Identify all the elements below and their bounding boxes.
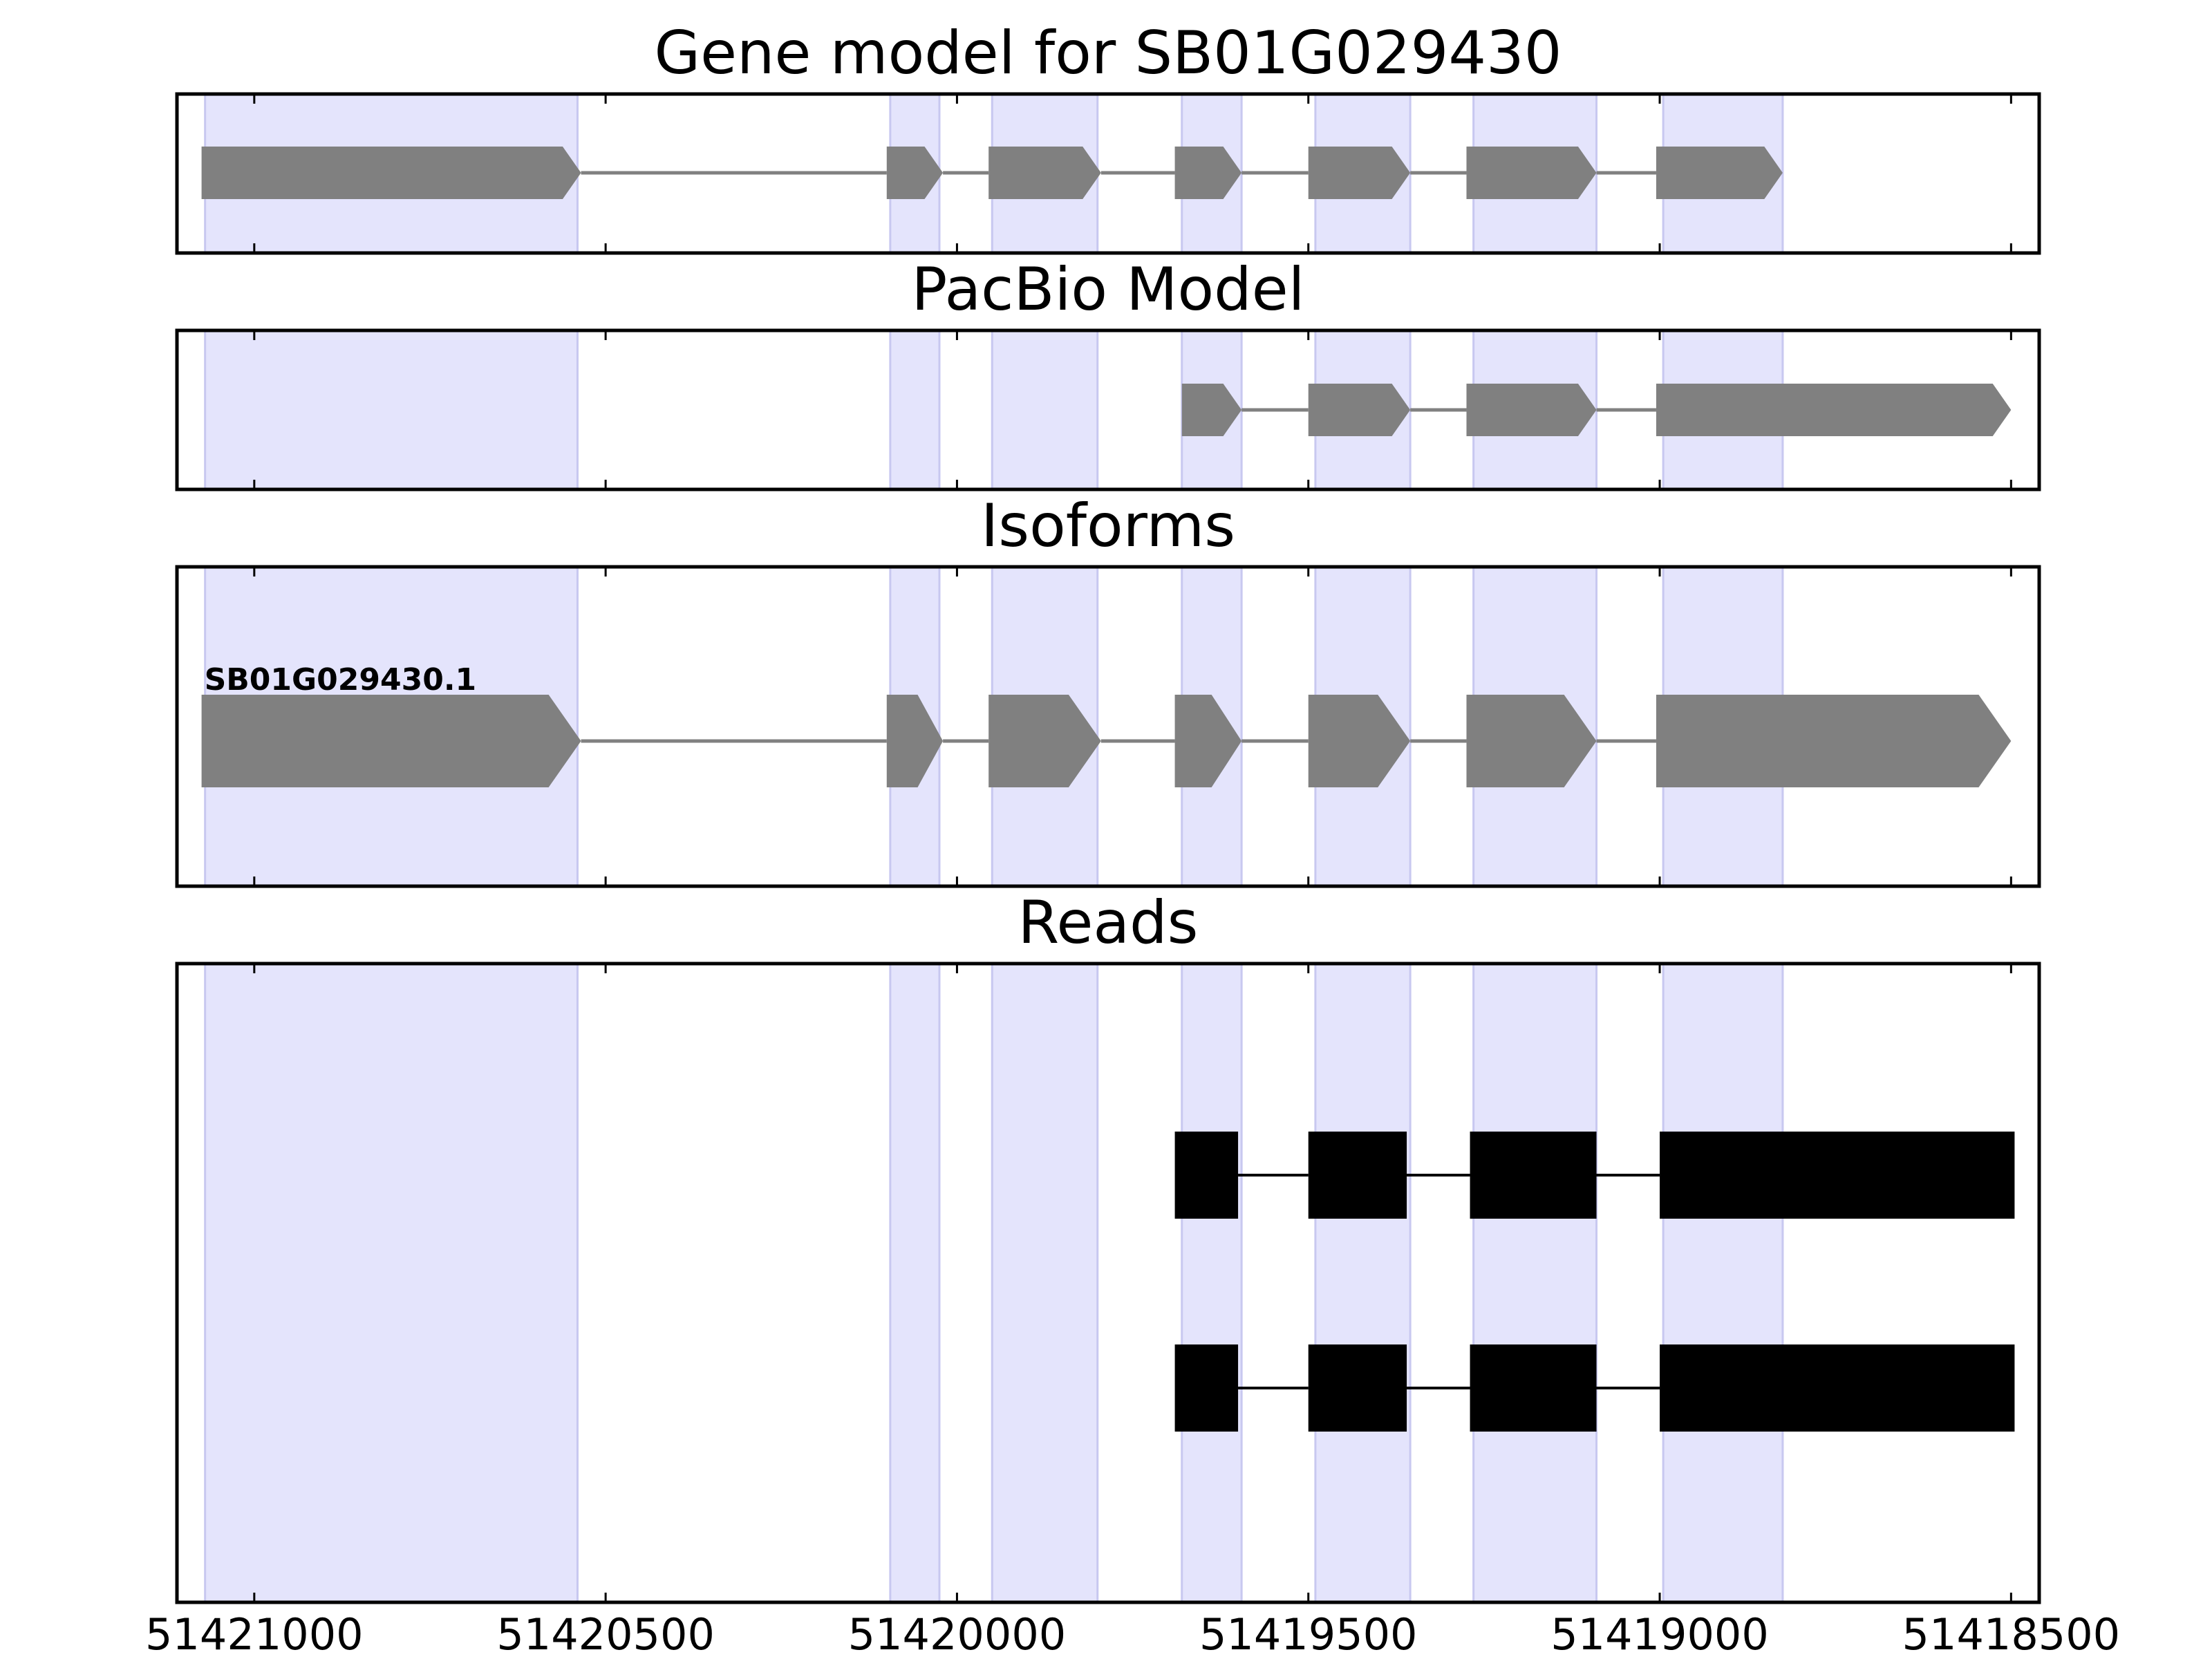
x-tick-label: 51419000 [1550,1609,1769,1659]
read-exon-block [1174,1132,1239,1219]
x-axis-tick-labels: 51421000 51420500 51420000 51419500 51419000… [145,1609,2120,1659]
exon-shade-band [889,329,941,491]
panel-reads: Reads [175,888,2041,1604]
exon-arrow [886,695,944,787]
x-tick-label: 51419500 [1199,1609,1418,1659]
exon-shade-band [991,329,1099,491]
exon-arrow [988,695,1101,787]
exon-arrow [1656,384,2012,436]
exon-shade-band [889,962,941,1604]
exon-arrow [1308,147,1411,199]
x-tick-label: 51421000 [145,1609,364,1659]
exon-arrow [886,147,944,199]
read-exon-block [1660,1132,2015,1219]
exon-arrow [1181,384,1242,436]
panel-frame-isoforms [175,565,2041,888]
panel-title-pacbio-model: PacBio Model [911,255,1304,324]
exon-arrow [1308,384,1411,436]
exon-arrow [201,147,581,199]
exon-arrow [1174,695,1242,787]
exon-arrow [1466,695,1597,787]
x-tick-label: 51420500 [496,1609,715,1659]
exon-arrow [1466,147,1597,199]
exon-shade-band [1314,962,1412,1604]
exon-shade-band [1662,962,1784,1604]
exon-arrow [1308,695,1411,787]
x-tick-label: 51420000 [848,1609,1067,1659]
read-exon-block [1174,1344,1239,1432]
exon-arrow [1656,695,2012,787]
exon-arrow [1174,147,1242,199]
panel-frame-gene-model [175,92,2041,255]
exon-shade-band [991,962,1099,1604]
panel-gene-model: Gene model for SB01G029430 [175,19,2041,255]
panel-title-isoforms: Isoforms [981,491,1235,561]
panel-pacbio-model: PacBio Model [175,255,2041,491]
read-exon-block [1308,1132,1407,1219]
isoform-label: SB01G029430.1 [205,662,477,697]
exon-shade-band [204,329,579,491]
panel-title-gene-model: Gene model for SB01G029430 [655,19,1562,88]
read-exon-block [1470,1132,1597,1219]
read-exon-block [1660,1344,2015,1432]
exon-shade-band [1181,962,1243,1604]
panel-isoforms: Isoforms SB01G029430.1 [175,491,2041,888]
exon-arrow [988,147,1101,199]
read-exon-block [1470,1344,1597,1432]
exon-arrow [201,695,581,787]
exon-shade-band [204,962,579,1604]
panel-frame-pacbio-model [175,328,2041,491]
x-tick-label: 51418500 [1902,1609,2121,1659]
exon-arrow [1466,384,1597,436]
read-exon-block [1308,1344,1407,1432]
panel-frame-reads [175,962,2041,1604]
exon-shade-band [1472,962,1598,1604]
exon-arrow [1656,147,1783,199]
panel-title-reads: Reads [1018,888,1199,957]
